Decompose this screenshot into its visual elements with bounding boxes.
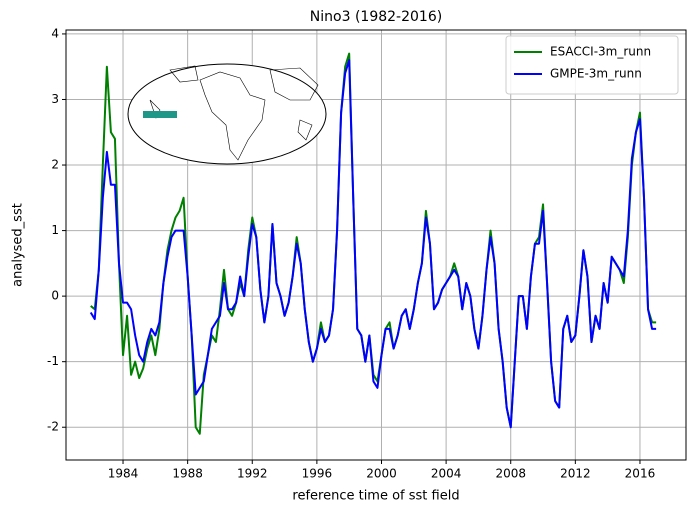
chart-title: Nino3 (1982-2016) — [310, 9, 442, 25]
x-tick-label: 1988 — [172, 467, 203, 481]
x-axis-label: reference time of sst field — [292, 489, 459, 504]
y-tick-label: 0 — [51, 289, 59, 303]
y-axis-label: analysed_sst — [11, 203, 26, 287]
y-tick-label: 2 — [51, 158, 59, 172]
coastlines — [149, 65, 319, 161]
y-tick-label: 3 — [51, 92, 59, 106]
x-tick-label: 2008 — [495, 467, 526, 481]
inset-map — [127, 63, 327, 165]
map-outline — [127, 63, 327, 165]
legend-label: ESACCI-3m_runn — [550, 45, 651, 59]
y-tick-label: 4 — [51, 26, 59, 40]
y-tick-label: -1 — [47, 354, 59, 368]
y-tick-label: 1 — [51, 223, 59, 237]
series-line — [89, 59, 657, 429]
plot-frame — [65, 29, 687, 461]
y-tick-label: -2 — [47, 420, 59, 434]
legend-box — [505, 35, 679, 95]
x-tick-label: 2004 — [431, 467, 462, 481]
region-box — [143, 111, 177, 118]
x-tick-label: 2016 — [625, 467, 656, 481]
legend-label: GMPE-3m_runn — [550, 67, 642, 81]
x-tick-label: 1992 — [237, 467, 268, 481]
x-tick-label: 2012 — [560, 467, 591, 481]
x-tick-label: 1984 — [108, 467, 139, 481]
plot-area: -2 -1 0 1 2 3 4 1984 1988 1992 1996 2000 2004 2008 201… — [47, 26, 687, 481]
x-tick-label: 2000 — [366, 467, 397, 481]
x-tick-label: 1996 — [302, 467, 333, 481]
